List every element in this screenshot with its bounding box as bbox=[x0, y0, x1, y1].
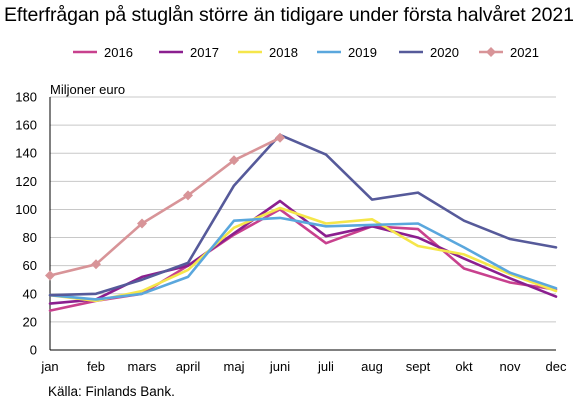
y-axis-label: Miljoner euro bbox=[50, 82, 126, 97]
y-tick-label: 120 bbox=[15, 174, 37, 189]
series-line-2018 bbox=[48, 206, 558, 303]
legend-item-2016: 2016 bbox=[72, 44, 133, 60]
y-tick-label: 180 bbox=[15, 90, 37, 105]
x-tick-label: mars bbox=[128, 359, 157, 374]
x-tick-label: juli bbox=[317, 359, 334, 374]
x-tick-label: aug bbox=[361, 359, 383, 374]
legend-label: 2020 bbox=[430, 44, 459, 60]
legend: 2016 2017 2018 2019 2020 2021 bbox=[0, 44, 576, 60]
series-line-2017 bbox=[48, 199, 558, 305]
x-tick-label: jan bbox=[40, 359, 58, 374]
y-tick-label: 160 bbox=[15, 118, 37, 133]
legend-item-2020: 2020 bbox=[398, 44, 459, 60]
gridlines bbox=[50, 96, 556, 323]
legend-swatch bbox=[317, 50, 341, 54]
data-point-2021 bbox=[45, 270, 55, 281]
legend-swatch bbox=[238, 50, 262, 54]
data-point-2021 bbox=[91, 259, 101, 270]
legend-label: 2018 bbox=[269, 44, 298, 60]
legend-label: 2016 bbox=[104, 44, 133, 60]
legend-swatch bbox=[73, 50, 97, 54]
x-tick-label: maj bbox=[224, 359, 245, 374]
legend-item-2021: 2021 bbox=[478, 44, 539, 60]
legend-swatch bbox=[399, 50, 423, 54]
data-point-2021 bbox=[137, 218, 147, 229]
legend-item-2017: 2017 bbox=[158, 44, 219, 60]
x-tick-label: juni bbox=[269, 359, 290, 374]
legend-label: 2019 bbox=[348, 44, 377, 60]
legend-swatch bbox=[479, 47, 503, 57]
tick-labels: 0 20 40 60 80 100 120 140 160 180 jan feb mars april m… bbox=[15, 90, 567, 375]
axes bbox=[49, 97, 556, 351]
y-tick-label: 80 bbox=[23, 230, 37, 245]
data-point-2021 bbox=[275, 132, 285, 143]
data-point-2021 bbox=[183, 190, 193, 201]
x-tick-label: sept bbox=[406, 359, 431, 374]
series-line-2019 bbox=[48, 216, 558, 301]
x-tick-label: dec bbox=[546, 359, 567, 374]
legend-label: 2017 bbox=[190, 44, 219, 60]
legend-item-2019: 2019 bbox=[316, 44, 377, 60]
y-tick-label: 100 bbox=[15, 202, 37, 217]
series-line-2020 bbox=[48, 133, 558, 297]
x-tick-label: okt bbox=[455, 359, 473, 374]
source-note: Källa: Finlands Bank. bbox=[48, 384, 175, 399]
legend-label: 2021 bbox=[510, 44, 539, 60]
y-tick-label: 140 bbox=[15, 146, 37, 161]
x-tick-label: feb bbox=[87, 359, 105, 374]
y-tick-label: 20 bbox=[23, 314, 37, 329]
x-tick-label: april bbox=[176, 359, 201, 374]
chart-title: Efterfrågan på stuglån större än tidigar… bbox=[4, 4, 574, 26]
x-tick-label: nov bbox=[500, 359, 521, 374]
series-line-2021 bbox=[48, 136, 282, 277]
y-tick-label: 0 bbox=[30, 343, 37, 358]
data-point-2021 bbox=[229, 155, 239, 166]
legend-item-2018: 2018 bbox=[237, 44, 298, 60]
data-series bbox=[45, 132, 558, 312]
y-tick-label: 40 bbox=[23, 286, 37, 301]
y-tick-label: 60 bbox=[23, 258, 37, 273]
legend-swatch bbox=[159, 50, 183, 54]
